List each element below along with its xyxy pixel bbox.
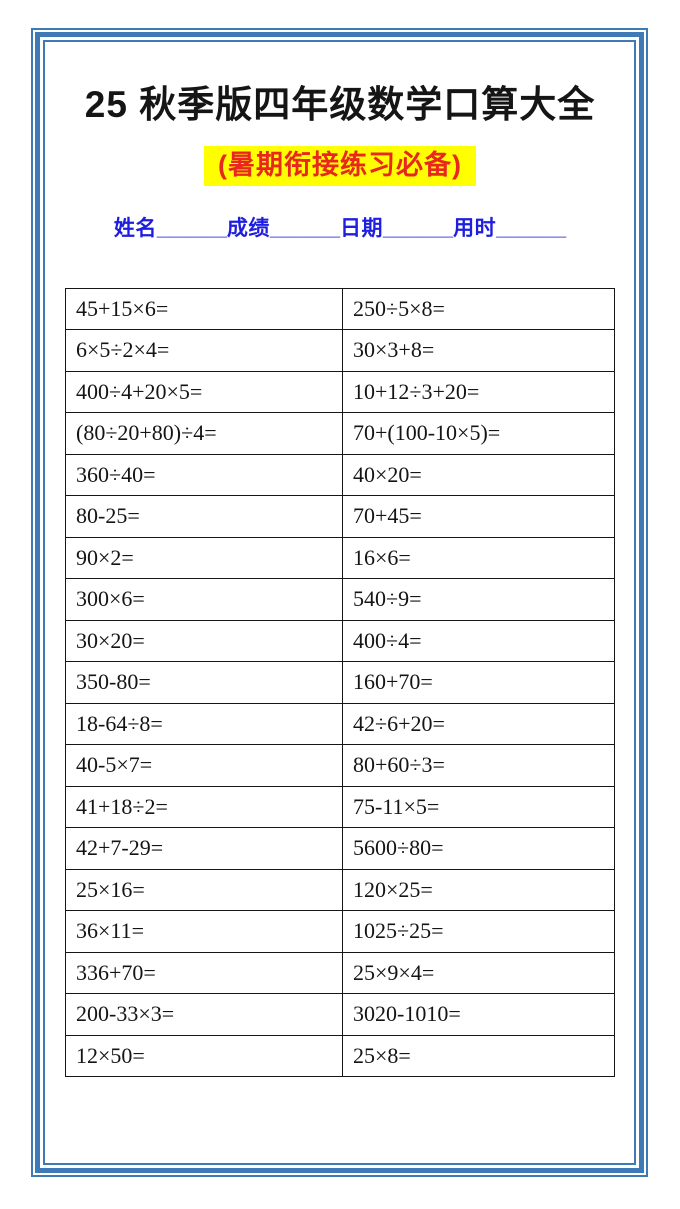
table-row: 18-64÷8= 42÷6+20= (65, 702, 615, 746)
info-blank-date: ______ (383, 216, 454, 240)
problem-cell: 360÷40= (65, 453, 343, 497)
problem-cell: 3020-1010= (342, 993, 615, 1036)
problem-cell: 336+70= (65, 951, 343, 995)
subtitle-row: (暑期衔接练习必备) (0, 145, 680, 186)
problem-cell: 400÷4+20×5= (65, 370, 343, 414)
problem-cell: 250÷5×8= (342, 287, 615, 331)
problem-cell: 6×5÷2×4= (65, 329, 343, 372)
table-row: 40-5×7= 80+60÷3= (65, 744, 615, 787)
table-row: 45+15×6= 250÷5×8= (65, 287, 615, 331)
problem-cell: 1025÷25= (342, 910, 615, 953)
problem-cell: 25×9×4= (342, 951, 615, 995)
info-blank-name: ______ (156, 216, 227, 240)
table-row: 350-80= 160+70= (65, 661, 615, 704)
table-row: 41+18÷2= 75-11×5= (65, 785, 615, 829)
problem-cell: 160+70= (342, 661, 615, 704)
problem-cell: 41+18÷2= (65, 785, 343, 829)
table-row: 6×5÷2×4= 30×3+8= (65, 329, 615, 372)
table-row: 42+7-29= 5600÷80= (65, 827, 615, 870)
problem-cell: 40×20= (342, 453, 615, 497)
table-row: 30×20= 400÷4= (65, 619, 615, 663)
problem-cell: 30×20= (65, 619, 343, 663)
problems-table: 45+15×6= 250÷5×8= 6×5÷2×4= 30×3+8= 400÷4… (65, 287, 615, 1078)
problem-cell: 30×3+8= (342, 329, 615, 372)
table-row: 80-25= 70+45= (65, 495, 615, 538)
info-label-score: 成绩 (226, 216, 270, 240)
problem-cell: 36×11= (65, 910, 343, 953)
problem-cell: 300×6= (65, 578, 343, 621)
problem-cell: 400÷4= (342, 619, 615, 663)
problem-cell: 18-64÷8= (65, 702, 343, 746)
problem-cell: 540÷9= (342, 578, 615, 621)
problem-cell: 12×50= (65, 1034, 343, 1078)
problem-cell: 70+(100-10×5)= (342, 412, 615, 455)
info-label-date: 日期 (340, 216, 383, 240)
table-row: 12×50= 25×8= (65, 1034, 615, 1078)
problem-cell: 120×25= (342, 868, 615, 912)
problem-cell: 5600÷80= (342, 827, 615, 870)
problem-cell: 42+7-29= (65, 827, 343, 870)
problem-cell: 10+12÷3+20= (342, 370, 615, 414)
subtitle-highlight: (暑期衔接练习必备) (204, 145, 476, 186)
info-label-name: 姓名 (113, 216, 157, 240)
problem-cell: 45+15×6= (65, 287, 343, 331)
page-title: 25 秋季版四年级数学口算大全 (84, 84, 596, 125)
table-row: 25×16= 120×25= (65, 868, 615, 912)
problem-cell: 75-11×5= (342, 785, 615, 829)
problem-cell: 25×16= (65, 868, 343, 912)
problem-cell: 80-25= (65, 495, 343, 538)
problem-cell: 25×8= (342, 1034, 615, 1078)
problem-cell: 16×6= (342, 536, 615, 580)
problem-cell: 42÷6+20= (342, 702, 615, 746)
problem-cell: 350-80= (65, 661, 343, 704)
problem-cell: (80÷20+80)÷4= (65, 412, 343, 455)
info-blank-score: ______ (269, 216, 340, 240)
table-row: 90×2= 16×6= (65, 536, 615, 580)
problem-cell: 70+45= (342, 495, 615, 538)
info-blank-time: ______ (496, 216, 567, 240)
table-row: 400÷4+20×5= 10+12÷3+20= (65, 370, 615, 414)
table-row: 300×6= 540÷9= (65, 578, 615, 621)
worksheet-content: 25 秋季版四年级数学口算大全 (暑期衔接练习必备) 姓名______成绩___… (0, 84, 680, 1078)
info-label-time: 用时 (453, 216, 497, 240)
table-row: (80÷20+80)÷4= 70+(100-10×5)= (65, 412, 615, 455)
table-row: 360÷40= 40×20= (65, 453, 615, 497)
table-row: 36×11= 1025÷25= (65, 910, 615, 953)
problem-cell: 90×2= (65, 536, 343, 580)
table-row: 336+70= 25×9×4= (65, 951, 615, 995)
problem-cell: 200-33×3= (65, 993, 343, 1036)
table-row: 200-33×3= 3020-1010= (65, 993, 615, 1036)
problem-cell: 40-5×7= (65, 744, 343, 787)
problem-cell: 80+60÷3= (342, 744, 615, 787)
info-line: 姓名______成绩______日期______用时______ (0, 212, 680, 242)
